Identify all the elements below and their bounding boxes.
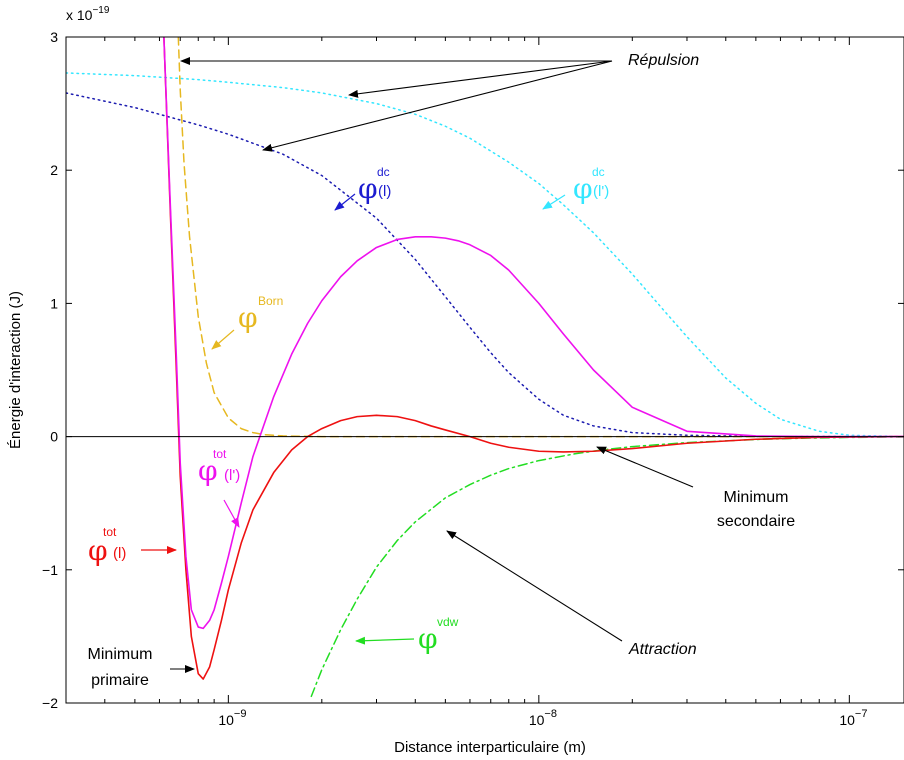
svg-text:dc: dc xyxy=(592,165,605,179)
svg-text:primaire: primaire xyxy=(91,672,149,689)
x-axis-label: Distance interparticulaire (m) xyxy=(394,739,586,756)
series-vdw-line xyxy=(310,436,904,698)
label-phi-dc-l: φ dc (l) xyxy=(334,165,391,211)
svg-text:dc: dc xyxy=(377,165,390,179)
svg-text:φ: φ xyxy=(238,301,258,334)
y-exponent-power: −19 xyxy=(92,5,109,16)
svg-text:Minimum: Minimum xyxy=(88,646,153,663)
arrow-dc-lp xyxy=(542,194,566,210)
svg-text:(l'): (l') xyxy=(593,183,609,200)
series-tot_l-line xyxy=(163,37,904,680)
arrow-tot-lp xyxy=(223,499,240,528)
arrow-repulsion-dc-lp xyxy=(348,60,613,98)
svg-text:(l'): (l') xyxy=(224,467,240,484)
annotation-minimum-secondaire: Minimum secondaire xyxy=(596,446,795,530)
svg-text:tot: tot xyxy=(213,447,227,461)
arrow-born xyxy=(211,329,235,350)
series-dc_lp-line xyxy=(66,72,904,438)
plot-frame xyxy=(65,36,904,704)
svg-text:(l): (l) xyxy=(113,545,126,562)
axes-layer xyxy=(65,36,904,704)
ticks-layer: −2 −1 0 1 2 3 10−9 10−8 10−7 xyxy=(42,29,904,728)
y-tick-label: 2 xyxy=(50,162,58,178)
arrow-minimum-secondaire xyxy=(596,446,694,488)
svg-text:(l): (l) xyxy=(378,183,391,200)
label-phi-tot-l: φ tot (l) xyxy=(88,525,177,567)
y-exponent-base: x 10 xyxy=(66,7,93,23)
y-tick-label: −2 xyxy=(42,695,58,711)
label-phi-tot-lp: φ tot (l') xyxy=(198,447,240,528)
label-phi-dc-lp: φ dc (l') xyxy=(542,165,609,210)
y-axis-label: Énergie d'interaction (J) xyxy=(7,291,24,449)
label-phi-vdw: φ vdw xyxy=(355,615,459,655)
svg-text:φ: φ xyxy=(88,534,108,567)
svg-text:φ: φ xyxy=(573,172,593,205)
annotation-attraction: Attraction xyxy=(446,530,697,658)
y-exponent-label: x 10−19 xyxy=(66,5,110,23)
arrow-attraction xyxy=(446,530,623,642)
label-phi-born: φ Born xyxy=(211,294,283,350)
arrow-vdw xyxy=(355,636,415,645)
annotation-repulsion: Répulsion xyxy=(180,52,699,152)
svg-text:vdw: vdw xyxy=(437,615,459,629)
y-tick-label: 3 xyxy=(50,29,58,45)
svg-text:φ: φ xyxy=(418,622,438,655)
svg-text:tot: tot xyxy=(103,525,117,539)
series-layer xyxy=(66,37,904,698)
svg-text:φ: φ xyxy=(358,172,378,205)
svg-text:Attraction: Attraction xyxy=(628,641,697,658)
svg-text:secondaire: secondaire xyxy=(717,513,795,530)
svg-text:φ: φ xyxy=(198,454,218,487)
svg-text:Répulsion: Répulsion xyxy=(628,52,699,69)
svg-text:Minimum: Minimum xyxy=(724,489,789,506)
y-tick-label: 1 xyxy=(50,295,58,311)
series-tot_lp-line xyxy=(163,37,904,630)
y-tick-label: 0 xyxy=(50,429,58,445)
series-dc_l-line xyxy=(66,92,904,438)
arrow-dc-l xyxy=(334,193,356,211)
svg-text:Born: Born xyxy=(258,294,283,308)
arrow-repulsion-dc-l xyxy=(262,60,613,152)
series-born-line xyxy=(177,37,904,438)
x-tick-label: 10−7 xyxy=(839,708,867,728)
x-tick-label: 10−8 xyxy=(529,708,557,728)
y-tick-label: −1 xyxy=(42,562,58,578)
annotation-minimum-primaire: Minimum primaire xyxy=(88,646,195,689)
x-tick-label: 10−9 xyxy=(218,708,246,728)
